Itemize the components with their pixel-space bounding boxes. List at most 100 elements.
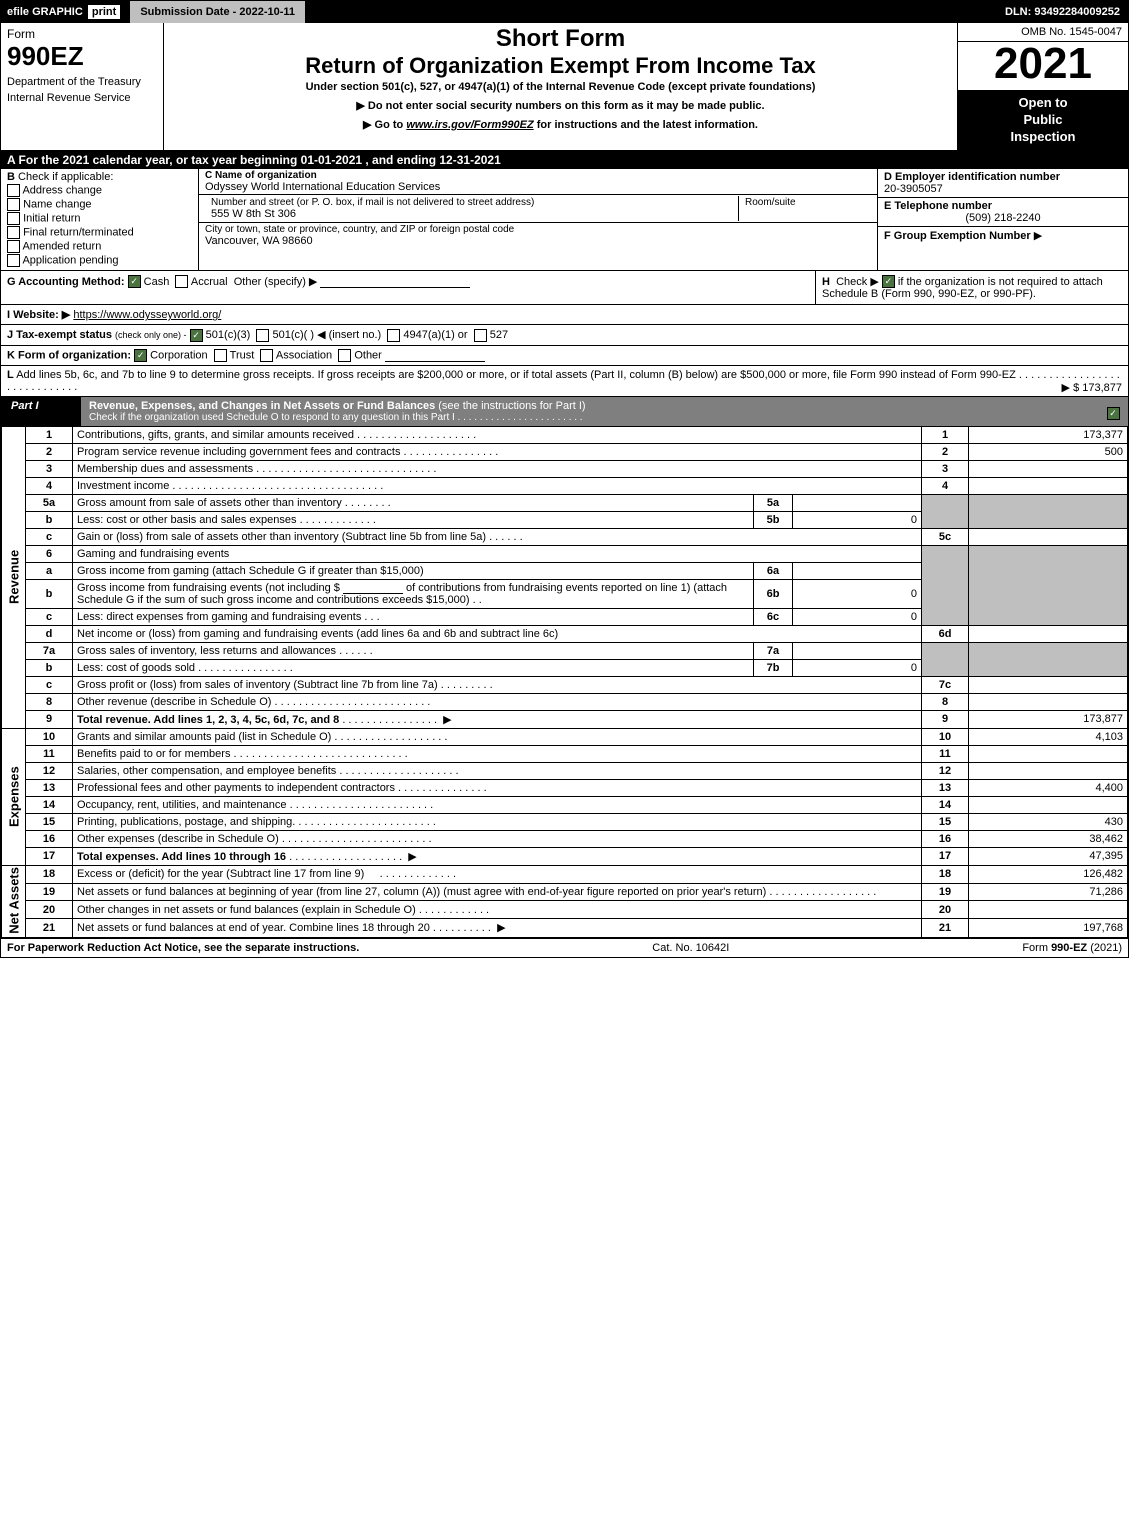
section-j: J Tax-exempt status (check only one) - ✓… xyxy=(1,325,1128,346)
l16-box: 16 xyxy=(922,830,969,847)
instr-ssn: ▶ Do not enter social security numbers o… xyxy=(170,99,951,112)
l5c-amt xyxy=(969,528,1128,545)
checkbox-trust[interactable] xyxy=(214,349,227,362)
l20-desc: Other changes in net assets or fund bala… xyxy=(77,904,416,916)
line-3: 3 Membership dues and assessments . . . … xyxy=(2,460,1128,477)
checkbox-501c3[interactable]: ✓ xyxy=(190,329,203,342)
line-1: Revenue 1 Contributions, gifts, grants, … xyxy=(2,426,1128,443)
opt-name: Name change xyxy=(23,198,92,210)
tax-year: 2021 xyxy=(958,42,1128,91)
l17-box: 17 xyxy=(922,847,969,865)
l1-desc: Contributions, gifts, grants, and simila… xyxy=(77,429,354,441)
footer-right-pre: Form xyxy=(1022,942,1051,954)
l6a-desc: Gross income from gaming (attach Schedul… xyxy=(77,565,424,577)
checkbox-cash[interactable]: ✓ xyxy=(128,275,141,288)
section-c: C Name of organization Odyssey World Int… xyxy=(199,169,877,270)
l21-num: 21 xyxy=(26,918,73,937)
k-other: Other xyxy=(354,349,382,361)
ein-value: 20-3905057 xyxy=(884,183,943,195)
checkbox-initial-return[interactable] xyxy=(7,212,20,225)
l11-amt xyxy=(969,745,1128,762)
i-label: I Website: ▶ xyxy=(7,309,70,321)
l19-box: 19 xyxy=(922,883,969,901)
checkbox-4947[interactable] xyxy=(387,329,400,342)
under-section: Under section 501(c), 527, or 4947(a)(1)… xyxy=(170,81,951,93)
checkbox-527[interactable] xyxy=(474,329,487,342)
irs-link[interactable]: www.irs.gov/Form990EZ xyxy=(406,119,533,131)
line-14: 14 Occupancy, rent, utilities, and maint… xyxy=(2,796,1128,813)
checkbox-final-return[interactable] xyxy=(7,226,20,239)
opt-amended: Amended return xyxy=(22,240,101,252)
checkbox-accrual[interactable] xyxy=(175,275,188,288)
g-accrual: Accrual xyxy=(191,276,228,288)
j-small: (check only one) - xyxy=(115,330,187,340)
l6c-desc: Less: direct expenses from gaming and fu… xyxy=(77,611,361,623)
website-link[interactable]: https://www.odysseyworld.org/ xyxy=(73,309,221,321)
l19-amt: 71,286 xyxy=(969,883,1128,901)
l6b-sub: 6b xyxy=(754,579,793,608)
line-10: Expenses 10 Grants and similar amounts p… xyxy=(2,728,1128,745)
j-label: J Tax-exempt status xyxy=(7,329,112,341)
l6-desc: Gaming and fundraising events xyxy=(77,548,229,560)
header-center: Short Form Return of Organization Exempt… xyxy=(164,23,957,150)
part-i-subtitle: (see the instructions for Part I) xyxy=(438,400,585,412)
street-value: 555 W 8th St 306 xyxy=(211,208,296,220)
footer: For Paperwork Reduction Act Notice, see … xyxy=(1,938,1128,957)
j-c3: 501(c)(3) xyxy=(206,329,251,341)
k-label: K Form of organization: xyxy=(7,349,131,361)
l11-num: 11 xyxy=(26,745,73,762)
l5c-box: 5c xyxy=(922,528,969,545)
l-text: Add lines 5b, 6c, and 7b to line 9 to de… xyxy=(16,369,1016,381)
part-i-check-text: Check if the organization used Schedule … xyxy=(89,412,455,423)
checkbox-application-pending[interactable] xyxy=(7,254,20,267)
l5b-sub: 5b xyxy=(754,511,793,528)
inspection2: Public xyxy=(1023,112,1062,127)
l15-desc: Printing, publications, postage, and shi… xyxy=(77,816,295,828)
l5a-subamt xyxy=(793,494,922,511)
l5a-num: 5a xyxy=(26,494,73,511)
checkbox-h[interactable]: ✓ xyxy=(882,275,895,288)
e-label: E Telephone number xyxy=(884,200,992,212)
l6a-sub: 6a xyxy=(754,562,793,579)
header: Form 990EZ Department of the Treasury In… xyxy=(1,23,1128,151)
l1-num: 1 xyxy=(26,426,73,443)
l6c-sub: 6c xyxy=(754,608,793,625)
checkbox-501c[interactable] xyxy=(256,329,269,342)
print-button[interactable]: print xyxy=(88,5,120,19)
grey-5-amt xyxy=(969,494,1128,528)
footer-right-form: 990-EZ xyxy=(1051,942,1087,954)
k-assoc: Association xyxy=(276,349,332,361)
l16-amt: 38,462 xyxy=(969,830,1128,847)
checkbox-amended-return[interactable] xyxy=(7,240,20,253)
l6c-num: c xyxy=(26,608,73,625)
checkbox-name-change[interactable] xyxy=(7,198,20,211)
checkbox-assoc[interactable] xyxy=(260,349,273,362)
graphic-text: GRAPHIC xyxy=(32,6,83,18)
l17-num: 17 xyxy=(26,847,73,865)
checkbox-corp[interactable]: ✓ xyxy=(134,349,147,362)
entity-block: B Check if applicable: Address change Na… xyxy=(1,169,1128,271)
l1-box: 1 xyxy=(922,426,969,443)
l16-num: 16 xyxy=(26,830,73,847)
l12-desc: Salaries, other compensation, and employ… xyxy=(77,765,336,777)
g-other-line xyxy=(320,287,470,288)
checkbox-address-change[interactable] xyxy=(7,184,20,197)
grey-5 xyxy=(922,494,969,528)
l21-desc: Net assets or fund balances at end of ye… xyxy=(77,922,430,934)
instr2-pre: ▶ Go to xyxy=(363,119,406,131)
l21-box: 21 xyxy=(922,918,969,937)
checkbox-other[interactable] xyxy=(338,349,351,362)
l8-num: 8 xyxy=(26,693,73,710)
line-12: 12 Salaries, other compensation, and emp… xyxy=(2,762,1128,779)
street-label: Number and street (or P. O. box, if mail… xyxy=(211,197,534,208)
l20-amt xyxy=(969,901,1128,919)
checkbox-part-i[interactable]: ✓ xyxy=(1107,407,1120,420)
l4-amt xyxy=(969,477,1128,494)
l7c-amt xyxy=(969,676,1128,693)
l18-desc: Excess or (deficit) for the year (Subtra… xyxy=(77,868,364,880)
l7b-sub: 7b xyxy=(754,659,793,676)
return-title: Return of Organization Exempt From Incom… xyxy=(170,53,951,79)
b-label: B xyxy=(7,171,15,183)
lines-table: Revenue 1 Contributions, gifts, grants, … xyxy=(1,426,1128,938)
l12-num: 12 xyxy=(26,762,73,779)
